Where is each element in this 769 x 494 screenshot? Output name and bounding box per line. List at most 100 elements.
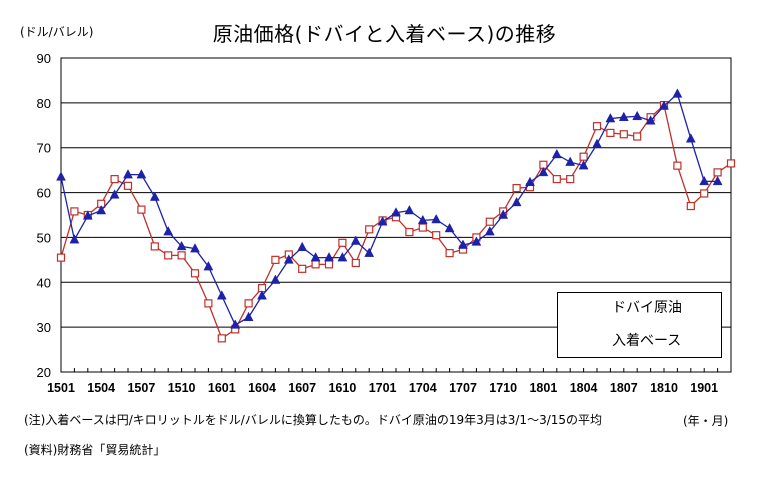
data-point-dubai: [324, 260, 334, 269]
y-tick-label: 90: [37, 51, 51, 66]
x-tick-label: 1801: [529, 381, 557, 395]
x-tick-label: 1707: [449, 381, 477, 395]
data-point-dubai: [485, 217, 494, 226]
y-tick-label: 60: [37, 186, 51, 201]
data-point-landed: [659, 100, 669, 110]
data-point-landed: [377, 216, 388, 226]
x-tick-label: 1604: [248, 381, 276, 395]
data-point-landed: [69, 234, 80, 244]
x-tick-label: 1507: [127, 381, 155, 395]
x-tick-label: 1610: [328, 381, 356, 395]
x-tick-label: 1607: [288, 381, 316, 395]
series-line-1: [60, 92, 718, 326]
data-point-dubai: [311, 260, 320, 269]
data-point-landed: [592, 138, 602, 148]
data-point-dubai: [673, 161, 682, 170]
data-point-landed: [458, 239, 468, 249]
x-tick-label: 1804: [570, 381, 598, 395]
x-axis-unit-label: (年・月): [683, 414, 729, 428]
data-point-landed: [109, 189, 120, 199]
data-point-landed: [417, 214, 428, 225]
data-point-landed: [444, 222, 455, 233]
data-point-dubai: [566, 175, 575, 184]
legend: [557, 292, 722, 358]
legend-label-landed: 入着ベース: [612, 333, 682, 349]
data-point-dubai: [512, 183, 521, 193]
data-point-landed: [551, 148, 562, 159]
data-point-landed: [96, 204, 107, 215]
data-point-dubai: [432, 231, 441, 240]
x-tick-label: 1501: [47, 381, 75, 395]
data-point-landed: [149, 191, 160, 201]
data-point-dubai: [713, 168, 722, 177]
data-point-landed: [176, 240, 187, 251]
y-tick-label: 80: [37, 96, 51, 111]
data-point-dubai: [190, 269, 200, 278]
data-point-landed: [324, 252, 334, 262]
data-point-dubai: [150, 242, 159, 251]
data-point-landed: [270, 274, 281, 284]
data-point-landed: [565, 156, 576, 166]
data-point-dubai: [445, 249, 454, 258]
data-point-dubai: [110, 175, 119, 184]
data-point-landed: [82, 210, 93, 220]
y-tick-label: 20: [37, 365, 51, 380]
data-point-dubai: [351, 258, 360, 268]
x-tick-label: 1701: [369, 381, 397, 395]
data-point-landed: [216, 290, 227, 300]
data-point-landed: [525, 176, 535, 187]
x-tick-label: 1901: [690, 381, 718, 395]
data-point-dubai: [686, 201, 695, 211]
source-note: (資料)財務省「貿易統計」: [24, 443, 166, 457]
y-tick-label: 30: [37, 320, 51, 335]
data-point-dubai: [338, 238, 347, 247]
data-point-dubai: [365, 225, 374, 234]
data-point-dubai: [70, 207, 79, 216]
x-tick-label: 1510: [168, 381, 196, 395]
data-point-dubai: [592, 122, 602, 131]
data-point-dubai: [619, 130, 628, 139]
y-axis-unit-label: (ドル/バレル): [20, 25, 94, 39]
data-point-dubai: [298, 264, 307, 273]
data-point-landed: [163, 226, 174, 236]
data-point-landed: [578, 160, 589, 170]
y-tick-label: 70: [37, 141, 51, 156]
data-point-landed: [203, 261, 214, 271]
data-point-dubai: [56, 253, 66, 262]
data-point-dubai: [552, 175, 561, 184]
data-point-dubai: [177, 251, 186, 260]
data-point-landed: [605, 113, 616, 123]
data-point-dubai: [633, 132, 642, 141]
data-point-landed: [484, 226, 495, 236]
data-point-landed: [190, 243, 200, 253]
x-tick-label: 1601: [208, 381, 236, 395]
chart-title: 原油価格(ドバイと入着ベース)の推移: [212, 22, 557, 46]
data-point-landed: [364, 247, 375, 257]
legend-label-dubai: ドバイ原油: [612, 300, 682, 316]
data-point-landed: [257, 290, 267, 300]
data-point-landed: [297, 241, 308, 252]
data-point-dubai: [726, 159, 736, 168]
data-point-dubai: [405, 227, 414, 237]
data-point-landed: [685, 133, 696, 143]
x-tick-label: 1710: [489, 381, 517, 395]
data-point-landed: [645, 115, 656, 125]
data-point-landed: [538, 166, 549, 177]
data-point-landed: [618, 111, 629, 121]
data-point-landed: [672, 88, 683, 98]
data-point-landed: [310, 252, 321, 262]
data-point-dubai: [137, 205, 146, 214]
data-point-landed: [337, 252, 348, 262]
data-point-landed: [230, 319, 241, 329]
x-tick-label: 1504: [87, 381, 115, 395]
x-tick-label: 1807: [610, 381, 638, 395]
data-point-dubai: [271, 255, 280, 264]
data-point-landed: [632, 110, 643, 121]
data-point-landed: [431, 213, 442, 224]
x-tick-label: 1810: [650, 381, 678, 395]
data-point-landed: [123, 169, 133, 179]
data-point-dubai: [700, 189, 709, 198]
data-point-landed: [243, 311, 254, 322]
data-point-dubai: [418, 223, 427, 232]
